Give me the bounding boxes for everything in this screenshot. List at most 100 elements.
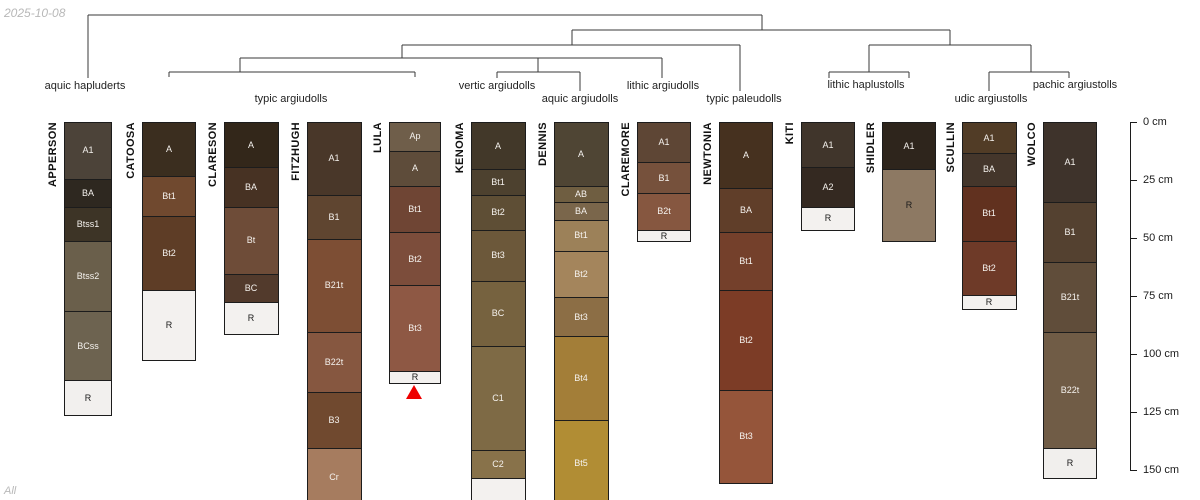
series-label-kiti: KITI (784, 122, 796, 145)
depth-axis-tick (1130, 296, 1137, 297)
horizon-bt1: Bt1 (720, 232, 772, 291)
horizon-cr: Cr (307, 447, 361, 500)
horizon-a2: A2 (802, 167, 854, 207)
horizon-a1: A1 (307, 123, 361, 195)
profile-column-scullin[interactable]: A1 BA Bt1 Bt2 R (961, 122, 1017, 310)
horizon-ap: Ap (390, 123, 440, 151)
horizon-b22t: B22t (1044, 331, 1096, 448)
horizon-r: R (638, 229, 690, 242)
horizon-bt: Bt (224, 206, 278, 274)
series-label-dennis: DENNIS (536, 122, 549, 166)
taxon-label-lithic-argiudolls: lithic argiudolls (626, 80, 700, 92)
horizon-btss2: Btss2 (65, 241, 111, 311)
horizon-a: A (143, 123, 195, 177)
series-label-apperson: APPERSON (47, 122, 59, 187)
horizon-ba: BA (720, 187, 772, 233)
series-label-scullin: SCULLIN (944, 122, 957, 173)
horizon-b1: B1 (638, 162, 690, 193)
series-label-claremore: CLAREMORE (620, 122, 632, 197)
horizon-b1: B1 (307, 194, 361, 239)
horizon-ba: BA (554, 201, 608, 221)
horizon-bt3: Bt3 (554, 296, 608, 337)
profile-column-newtonia[interactable]: A BA Bt1 Bt2 Bt3 (719, 122, 773, 484)
horizon-ba: BA (65, 178, 111, 207)
horizon-a: A (554, 123, 608, 186)
horizon-a1: A1 (1044, 123, 1096, 202)
horizon-bt1: Bt1 (554, 220, 608, 251)
profile-column-fitzhugh[interactable]: A1 B1 B21t B22t B3 Cr (306, 122, 362, 500)
depth-tick-label-25: 25 cm (1143, 174, 1173, 186)
horizon-bt2: Bt2 (471, 194, 525, 230)
horizon-r: R (390, 371, 440, 383)
taxon-label-udic-argiustolls: udic argiustolls (954, 93, 1028, 105)
depth-tick-label-150: 150 cm (1143, 464, 1180, 476)
depth-tick-label-0: 0 cm (1143, 116, 1167, 128)
profile-column-catoosa[interactable]: A Bt1 Bt2 R (142, 122, 196, 361)
horizon-a1: A1 (802, 123, 854, 168)
horizon-bt2: Bt2 (554, 250, 608, 297)
horizon-a: A (720, 123, 772, 188)
horizon-ab: AB (554, 185, 608, 202)
horizon-a: A (224, 123, 278, 168)
horizon-bc: BC (224, 273, 278, 302)
depth-tick-label-125: 125 cm (1143, 406, 1180, 418)
profile-column-kiti[interactable]: A1 A2 R (801, 122, 855, 231)
series-label-clareson: CLARESON (206, 122, 219, 187)
horizon-bc: BC (471, 280, 525, 346)
depth-axis-tick (1130, 470, 1137, 471)
taxon-label-lithic-haplustolls: lithic haplustolls (827, 79, 905, 91)
series-label-kenoma: KENOMA (453, 122, 466, 174)
timestamp: 2025-10-08 (4, 6, 66, 20)
horizon-bt1: Bt1 (471, 169, 525, 195)
selected-profile-marker (406, 384, 422, 399)
horizon-bt5: Bt5 (554, 419, 608, 500)
profile-column-clareson[interactable]: A BA Bt BC R (223, 122, 279, 336)
depth-tick-label-75: 75 cm (1143, 290, 1173, 302)
taxon-label-typic-paleudolls: typic paleudolls (706, 93, 782, 105)
horizon-bt2: Bt2 (962, 241, 1016, 295)
profile-column-kenoma[interactable]: A Bt1 Bt2 Bt3 BC C1 C2 (470, 122, 526, 500)
series-label-catoosa: CATOOSA (125, 122, 137, 179)
horizon-r: R (1044, 447, 1096, 478)
horizon-a1: A1 (638, 123, 690, 163)
horizon-bt2: Bt2 (143, 215, 195, 291)
horizon-bcss: BCss (65, 310, 111, 381)
horizon-b3: B3 (307, 392, 361, 448)
taxon-label-pachic-argiustolls: pachic argiustolls (1032, 79, 1118, 91)
depth-tick-label-50: 50 cm (1143, 232, 1173, 244)
horizon-a1: A1 (65, 123, 111, 179)
profile-column-lula[interactable]: Ap A Bt1 Bt2 Bt3 R (389, 122, 441, 384)
series-label-wolco: WOLCO (1026, 122, 1038, 167)
horizon-ba: BA (224, 167, 278, 207)
dendrogram-tree (87, 14, 1070, 91)
horizon-c1: C1 (471, 345, 525, 451)
series-label-fitzhugh: FITZHUGH (289, 122, 302, 181)
horizon-segment (471, 477, 525, 500)
horizon-r: R (802, 206, 854, 230)
horizon-b21t: B21t (1044, 262, 1096, 332)
profile-column-shidler[interactable]: A1 R (882, 122, 936, 243)
horizon-bt3: Bt3 (471, 229, 525, 281)
horizon-bt3: Bt3 (390, 285, 440, 372)
taxon-label-aquic-hapluderts: aquic hapluderts (44, 80, 126, 92)
horizon-a1: A1 (962, 123, 1016, 154)
taxon-label-aquic-argiudolls: aquic argiudolls (541, 93, 619, 105)
profile-column-apperson[interactable]: A1 BA Btss1 Btss2 BCss R (64, 122, 112, 417)
horizon-bt3: Bt3 (720, 389, 772, 483)
profile-column-wolco[interactable]: A1 B1 B21t B22t R (1043, 122, 1097, 479)
horizon-bt2: Bt2 (390, 232, 440, 286)
horizon-b1: B1 (1044, 201, 1096, 263)
depth-axis-tick (1130, 354, 1137, 355)
profile-column-claremore[interactable]: A1 B1 B2t R (637, 122, 691, 243)
depth-axis-tick (1130, 180, 1137, 181)
profile-column-dennis[interactable]: A AB BA Bt1 Bt2 Bt3 Bt4 Bt5 (553, 122, 609, 500)
taxon-label-typic-argiudolls: typic argiudolls (254, 93, 328, 105)
horizon-b21t: B21t (307, 238, 361, 332)
horizon-bt4: Bt4 (554, 336, 608, 420)
footer-label: All (4, 485, 17, 497)
horizon-bt1: Bt1 (143, 176, 195, 216)
depth-tick-label-100: 100 cm (1143, 348, 1180, 360)
horizon-b2t: B2t (638, 192, 690, 230)
horizon-r: R (224, 301, 278, 335)
